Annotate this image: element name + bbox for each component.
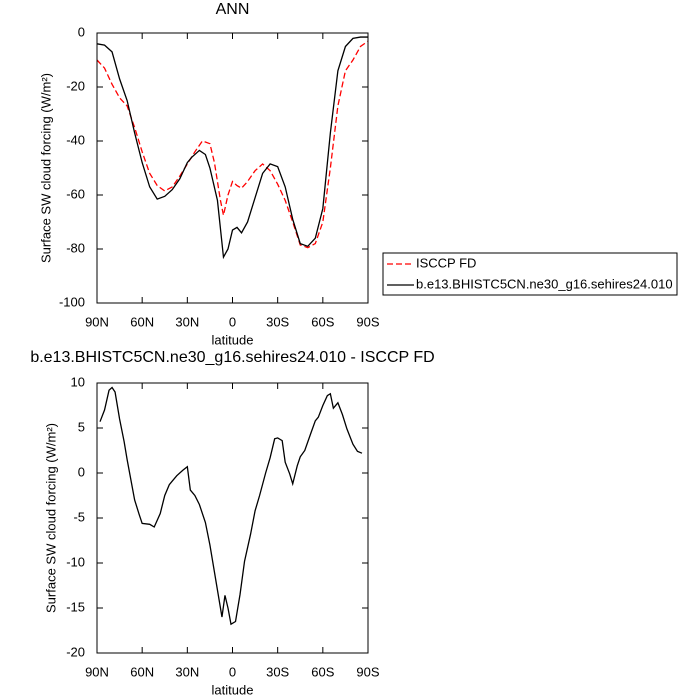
y-axis-label: Surface SW cloud forcing (W/m²) bbox=[38, 73, 53, 263]
x-tick-label: 90N bbox=[85, 314, 109, 329]
series-line bbox=[96, 36, 368, 260]
x-tick-label: 90S bbox=[356, 664, 379, 679]
y-tick-label: -100 bbox=[59, 294, 85, 309]
x-tick-label: 60S bbox=[311, 664, 334, 679]
x-tick-label: 60N bbox=[130, 664, 154, 679]
x-tick-label: 60N bbox=[130, 314, 154, 329]
y-tick-label: -5 bbox=[73, 509, 85, 524]
y-tick-label: -15 bbox=[66, 599, 85, 614]
y-tick-label: -20 bbox=[66, 78, 85, 93]
series-line bbox=[96, 40, 369, 249]
y-tick-label: -10 bbox=[66, 554, 85, 569]
plot-frame bbox=[96, 382, 369, 654]
x-axis-label: latitude bbox=[212, 682, 254, 697]
y-tick-label: 0 bbox=[78, 464, 85, 479]
x-tick-label: 0 bbox=[229, 314, 236, 329]
x-tick-label: 30S bbox=[266, 664, 289, 679]
x-tick-label: 30N bbox=[175, 664, 199, 679]
x-tick-label: 60S bbox=[311, 314, 334, 329]
y-tick-label: -60 bbox=[66, 186, 85, 201]
x-tick-label: 30N bbox=[175, 314, 199, 329]
y-tick-label: -80 bbox=[66, 240, 85, 255]
y-tick-label: 10 bbox=[71, 374, 85, 389]
y-tick-label: 5 bbox=[78, 419, 85, 434]
x-tick-label: 90N bbox=[85, 664, 109, 679]
x-axis-label: latitude bbox=[212, 332, 254, 347]
x-tick-label: 90S bbox=[356, 314, 379, 329]
y-tick-label: 0 bbox=[78, 24, 85, 39]
plot-frame bbox=[96, 32, 369, 304]
y-tick-label: -20 bbox=[66, 644, 85, 659]
legend-label: ISCCP FD bbox=[416, 255, 476, 270]
legend: ISCCP FD b.e13.BHISTC5CN.ne30_g16.sehires… bbox=[382, 252, 678, 296]
chart-title: ANN bbox=[216, 1, 250, 18]
legend-label: b.e13.BHISTC5CN.ne30_g16.sehires24.010 bbox=[416, 276, 673, 291]
chart-title: b.e13.BHISTC5CN.ne30_g16.sehires24.010 -… bbox=[30, 349, 434, 366]
legend-box bbox=[382, 252, 678, 296]
x-tick-label: 0 bbox=[229, 664, 236, 679]
series-line bbox=[99, 386, 363, 626]
x-tick-label: 30S bbox=[266, 314, 289, 329]
y-axis-label: Surface SW cloud forcing (W/m²) bbox=[43, 423, 58, 613]
y-tick-label: -40 bbox=[66, 132, 85, 147]
